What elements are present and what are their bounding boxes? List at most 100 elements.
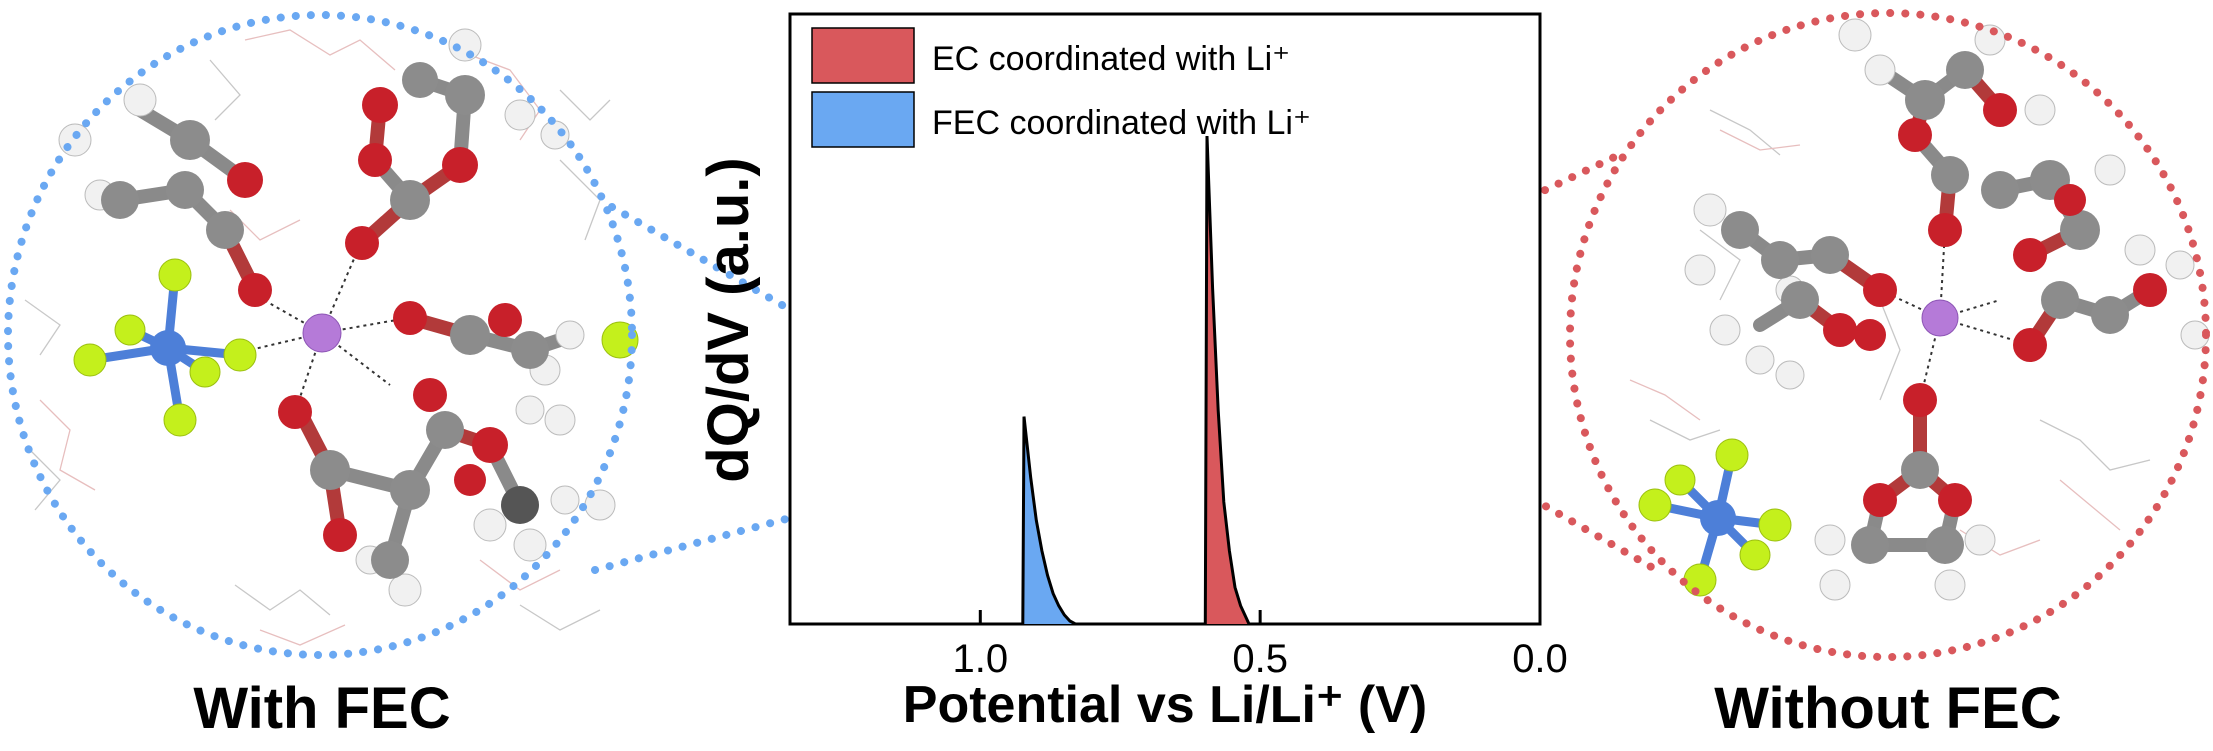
oxygen-atom xyxy=(413,378,447,412)
hydrogen-atom xyxy=(388,573,422,607)
hydrogen-atom xyxy=(504,99,536,131)
legend-label-fec: FEC coordinated with Li⁺ xyxy=(932,104,1311,142)
hydrogen-atom xyxy=(1745,345,1775,375)
oxygen-atom xyxy=(1823,313,1857,347)
oxygen-atom xyxy=(345,226,379,260)
x-tick-label: 1.0 xyxy=(952,637,1008,681)
right-wireframe-molecules xyxy=(1629,109,2151,556)
series-layer xyxy=(1021,135,1251,626)
hydrogen-atom xyxy=(1693,193,1727,227)
carbon-atom xyxy=(371,541,409,579)
fluorine-atom xyxy=(1758,508,1792,542)
oxygen-atom xyxy=(2133,273,2167,307)
oxygen-atom xyxy=(238,273,272,307)
carbon-atom xyxy=(501,486,539,524)
x-tick-layer: 1.0 0.5 0.0 xyxy=(952,610,1568,681)
hydrogen-atom xyxy=(2024,94,2056,126)
oxygen-atom xyxy=(1903,383,1937,417)
oxygen-atom xyxy=(1983,93,2017,127)
fluorine-atom xyxy=(1683,563,1717,597)
carbon-atom xyxy=(1931,156,1969,194)
fluorine-atom xyxy=(163,403,197,437)
oxygen-atom xyxy=(2054,184,2086,216)
oxygen-atom xyxy=(393,301,427,335)
series-area-ec xyxy=(1205,136,1249,624)
oxygen-atom xyxy=(1863,273,1897,307)
legend-swatch-ec xyxy=(811,27,915,84)
carbon-atom xyxy=(445,75,485,115)
hydrogen-atom xyxy=(2124,234,2156,266)
x-axis-label: Potential vs Li/Li⁺ (V) xyxy=(903,676,1427,734)
hydrogen-atom xyxy=(1709,314,1741,346)
right-atoms xyxy=(1638,18,2210,601)
hydrogen-atom xyxy=(1775,360,1805,390)
carbon-atom xyxy=(2060,210,2100,250)
left-molecule-cluster xyxy=(24,28,639,646)
oxygen-atom xyxy=(2013,328,2047,362)
series-outline-fec xyxy=(1021,416,1077,626)
carbon-atom xyxy=(166,171,204,209)
hydrogen-atom xyxy=(1819,569,1851,601)
oxygen-atom xyxy=(488,303,522,337)
chart-legend: EC coordinated with Li⁺ FEC coordinated … xyxy=(811,27,1311,148)
carbon-atom xyxy=(390,180,430,220)
hydrogen-atom xyxy=(1838,18,1872,52)
carbon-atom xyxy=(1761,241,1799,279)
oxygen-atom xyxy=(1854,319,1886,351)
carbon-atom xyxy=(2091,296,2129,334)
oxygen-atom xyxy=(1863,483,1897,517)
left-atoms xyxy=(58,28,639,607)
carbon-atom xyxy=(1905,80,1945,120)
oxygen-atom xyxy=(227,162,263,198)
carbon-atom xyxy=(390,470,430,510)
series-area-fec xyxy=(1022,416,1076,624)
fluorine-atom xyxy=(1664,464,1696,496)
hydrogen-atom xyxy=(544,404,576,436)
oxygen-atom xyxy=(454,464,486,496)
hydrogen-atom xyxy=(123,83,157,117)
fluorine-atom xyxy=(73,343,107,377)
carbon-atom xyxy=(170,120,210,160)
hydrogen-atom xyxy=(1684,254,1716,286)
carbon-atom xyxy=(402,62,438,98)
carbon-atom xyxy=(2041,281,2079,319)
hydrogen-atom xyxy=(1814,524,1846,556)
hydrogen-atom xyxy=(58,123,92,157)
oxygen-atom xyxy=(278,395,312,429)
hydrogen-atom xyxy=(515,395,545,425)
oxygen-atom xyxy=(1938,483,1972,517)
oxygen-atom xyxy=(472,427,508,463)
hydrogen-atom xyxy=(473,508,507,542)
carbon-atom xyxy=(511,331,549,369)
phosphorus-atom xyxy=(1700,500,1736,536)
fluorine-atom xyxy=(1638,488,1672,522)
oxygen-atom xyxy=(442,147,478,183)
dqdv-chart: 1.0 0.5 0.0 EC coordinated with Li⁺ FEC co… xyxy=(696,12,1568,734)
fluorine-atom xyxy=(1715,438,1749,472)
legend-label-ec: EC coordinated with Li⁺ xyxy=(932,40,1290,78)
hydrogen-atom xyxy=(1864,54,1896,86)
hydrogen-atom xyxy=(448,28,482,62)
carbon-atom xyxy=(310,450,350,490)
oxygen-atom xyxy=(1898,118,1932,152)
left-dotted-circle xyxy=(4,11,636,659)
hydrogen-atom xyxy=(513,528,547,562)
left-panel-caption: With FEC xyxy=(193,676,450,741)
carbon-atom xyxy=(1901,451,1939,489)
right-panel-caption: Without FEC xyxy=(1714,676,2061,741)
carbon-atom xyxy=(1981,171,2019,209)
carbon-atom xyxy=(206,211,244,249)
lithium-ion xyxy=(302,313,342,353)
plot-frame xyxy=(788,12,1542,626)
right-dotted-circle xyxy=(1566,9,2210,661)
fluorine-atom xyxy=(189,356,221,388)
phosphorus-atom xyxy=(150,330,186,366)
x-tick-label: 0.0 xyxy=(1512,637,1568,681)
carbon-atom xyxy=(1851,526,1889,564)
oxygen-atom xyxy=(2013,238,2047,272)
carbon-atom xyxy=(1811,236,1849,274)
carbon-atom xyxy=(101,181,139,219)
x-tick-label: 0.5 xyxy=(1232,637,1288,681)
carbon-atom xyxy=(1926,526,1964,564)
